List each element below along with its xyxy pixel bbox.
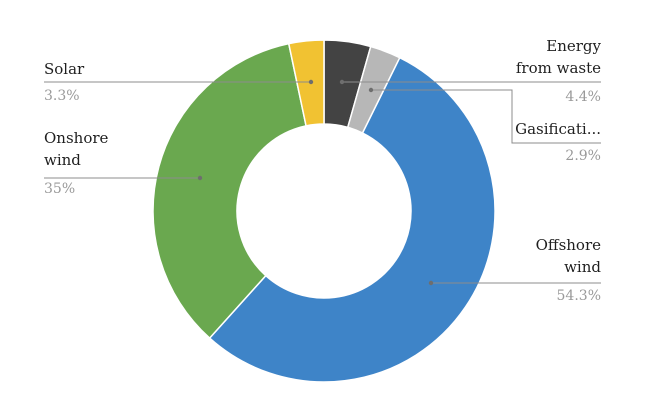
category-label-offshore-wind: Offshore	[536, 236, 602, 254]
category-label-gasificati: Gasificati...	[515, 120, 601, 138]
leader-dot-onshore-wind	[197, 175, 203, 181]
category-label-onshore-wind: Onshore	[44, 129, 109, 147]
slice-onshore-wind	[152, 42, 307, 340]
leader-lines	[44, 79, 601, 286]
value-label-offshore-wind: 54.3%	[557, 288, 601, 304]
slice-solar	[287, 39, 325, 127]
leader-dot-energy-from-waste	[339, 79, 345, 85]
category-label-solar: Solar	[44, 60, 85, 78]
category-label-offshore-wind: wind	[564, 258, 601, 276]
category-label-energy-from-waste: from waste	[516, 59, 601, 77]
donut-slices	[152, 39, 496, 383]
leader-line-gasificati	[371, 89, 601, 144]
leader-dot-gasificati	[368, 87, 374, 93]
value-label-onshore-wind: 35%	[44, 181, 75, 197]
slice-labels: Offshore wind 54.3% Onshore wind 35% Solar 3.3%…	[44, 37, 602, 304]
value-label-gasificati: 2.9%	[565, 148, 601, 164]
slice-offshore-wind	[208, 56, 496, 383]
category-label-energy-from-waste: Energy	[546, 37, 601, 55]
value-label-energy-from-waste: 4.4%	[565, 89, 601, 105]
value-label-solar: 3.3%	[44, 88, 80, 104]
leader-dot-solar	[308, 79, 314, 85]
leader-dot-offshore-wind	[428, 280, 434, 286]
category-label-onshore-wind: wind	[44, 151, 81, 169]
